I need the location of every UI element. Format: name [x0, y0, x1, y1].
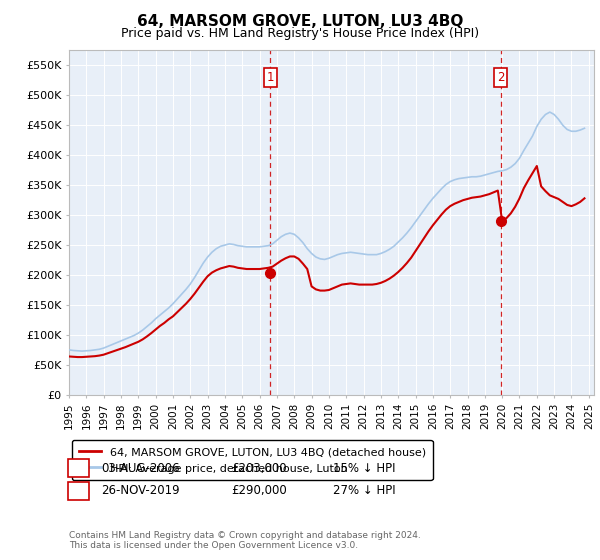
Legend: 64, MARSOM GROVE, LUTON, LU3 4BQ (detached house), HPI: Average price, detached : 64, MARSOM GROVE, LUTON, LU3 4BQ (detach… [72, 440, 433, 480]
Text: 26-NOV-2019: 26-NOV-2019 [101, 484, 179, 497]
Text: £203,000: £203,000 [231, 461, 287, 475]
Text: 03-AUG-2006: 03-AUG-2006 [101, 461, 179, 475]
Text: 1: 1 [266, 71, 274, 84]
Text: 15% ↓ HPI: 15% ↓ HPI [333, 461, 395, 475]
Text: Contains HM Land Registry data © Crown copyright and database right 2024.
This d: Contains HM Land Registry data © Crown c… [69, 531, 421, 550]
Text: 1: 1 [75, 461, 83, 475]
Text: Price paid vs. HM Land Registry's House Price Index (HPI): Price paid vs. HM Land Registry's House … [121, 27, 479, 40]
Text: 2: 2 [75, 484, 83, 497]
Text: 64, MARSOM GROVE, LUTON, LU3 4BQ: 64, MARSOM GROVE, LUTON, LU3 4BQ [137, 14, 463, 29]
Text: 2: 2 [497, 71, 505, 84]
Text: £290,000: £290,000 [231, 484, 287, 497]
Text: 27% ↓ HPI: 27% ↓ HPI [333, 484, 395, 497]
